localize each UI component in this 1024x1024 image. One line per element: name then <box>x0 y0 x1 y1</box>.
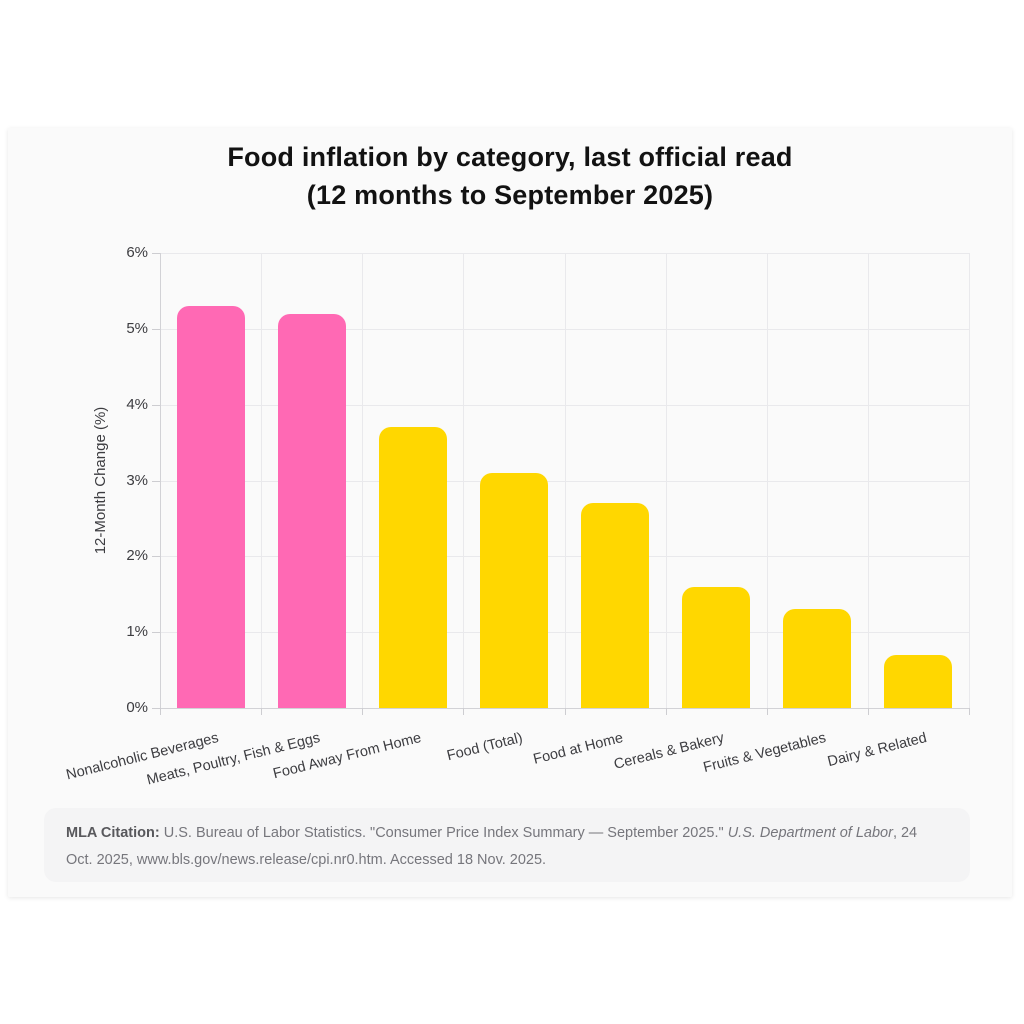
y-tick-label-1: 1% <box>126 623 148 641</box>
bar-food-away-from-home <box>378 427 447 708</box>
chart-title: Food inflation by category, last officia… <box>8 138 1012 214</box>
y-tick-label-3: 3% <box>126 471 148 489</box>
gridline-x-2 <box>362 253 364 708</box>
citation-text-after-italic: , 24 Oct. 2025, www.bls.gov/news.release… <box>66 825 918 868</box>
gridline-x-5 <box>665 253 667 708</box>
y-tick-label-6: 6% <box>126 244 148 261</box>
y-tick-6 <box>152 253 160 254</box>
gridline-x-6 <box>766 253 768 708</box>
chart-title-line2: (12 months to September 2025) <box>306 180 714 210</box>
bar-cereals-bakery <box>682 586 751 708</box>
citation-text-before-italic: U.S. Bureau of Labor Statistics. "Consum… <box>159 825 728 841</box>
citation-label: MLA Citation: <box>66 825 160 841</box>
x-tick-0 <box>160 708 161 715</box>
chart-title-line1: Food inflation by category, last officia… <box>227 142 793 172</box>
gridline-x-3 <box>463 253 465 708</box>
citation-italic-text: U.S. Department of Labor <box>727 825 893 841</box>
x-tick-6 <box>766 708 768 715</box>
x-tick-2 <box>362 708 364 715</box>
x-tick-4 <box>564 708 566 715</box>
y-axis-line <box>160 253 161 708</box>
bar-meats-poultry-fish-eggs <box>277 313 346 708</box>
x-label-food-at-home: Food at Home <box>531 730 625 768</box>
y-tick-2 <box>152 556 160 558</box>
chart-card: Food inflation by category, last officia… <box>8 128 1012 897</box>
y-tick-5 <box>152 328 160 330</box>
gridline-x-1 <box>261 253 263 708</box>
y-tick-3 <box>152 480 160 482</box>
gridline-x-7 <box>867 253 869 708</box>
plot-area <box>152 253 970 715</box>
x-tick-3 <box>463 708 465 715</box>
gridline-x-4 <box>564 253 566 708</box>
y-tick-label-5: 5% <box>126 319 148 337</box>
y-tick-0 <box>152 708 160 709</box>
bar-food-total <box>479 472 548 708</box>
bar-dairy-related <box>884 654 953 708</box>
x-tick-7 <box>867 708 869 715</box>
y-tick-4 <box>152 404 160 406</box>
bar-food-at-home <box>581 503 650 708</box>
citation-box: MLA Citation: U.S. Bureau of Labor Stati… <box>44 808 970 882</box>
y-tick-label-2: 2% <box>126 547 148 565</box>
x-tick-1 <box>261 708 263 715</box>
gridline-x-8 <box>969 253 970 708</box>
x-label-dairy-related: Dairy & Related <box>825 730 929 771</box>
x-label-meats-poultry-fish-eggs: Meats, Poultry, Fish & Eggs <box>145 730 322 789</box>
y-tick-label-0: 0% <box>126 699 148 716</box>
y-tick-label-4: 4% <box>126 395 148 413</box>
x-tick-5 <box>665 708 667 715</box>
bar-nonalcoholic-beverages <box>176 306 245 708</box>
bar-fruits-vegetables <box>783 609 852 708</box>
x-label-food-total: Food (Total) <box>444 730 524 765</box>
x-tick-8 <box>969 708 970 715</box>
y-tick-1 <box>152 632 160 634</box>
